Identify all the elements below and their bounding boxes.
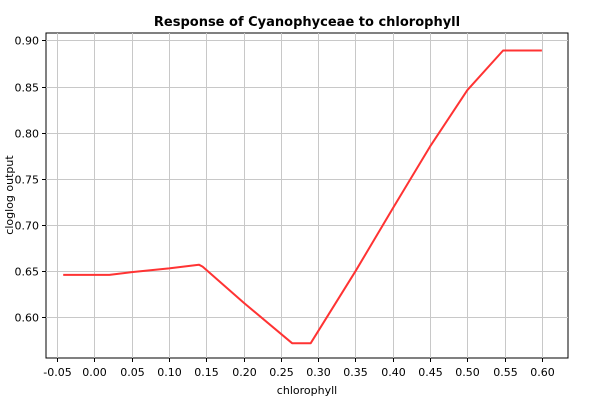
grid-layer [46,33,568,358]
y-tick-label: 0.65 [15,266,40,279]
x-tick-label: 0.20 [232,366,257,379]
x-tick-label: -0.05 [43,366,71,379]
x-tick-label: 0.00 [82,366,107,379]
y-tick-label: 0.90 [15,35,40,48]
y-axis: 0.60 0.65 0.70 0.75 0.80 0.85 0.90 [15,35,46,325]
y-axis-label: cloglog output [3,155,16,235]
y-tick-label: 0.80 [15,128,40,141]
x-tick-label: 0.15 [194,366,219,379]
y-tick-label: 0.85 [15,82,40,95]
x-tick-label: 0.45 [418,366,443,379]
x-tick-label: 0.40 [381,366,406,379]
y-tick-label: 0.70 [15,220,40,233]
x-tick-label: 0.10 [157,366,182,379]
series-line [63,49,542,345]
x-tick-label: 0.35 [343,366,368,379]
y-tick-label: 0.75 [15,174,40,187]
x-tick-label: 0.55 [493,366,518,379]
x-tick-label: 0.25 [269,366,294,379]
series-layer [63,49,542,345]
x-tick-label: 0.50 [455,366,480,379]
x-tick-label: 0.30 [306,366,331,379]
x-axis-label: chlorophyll [277,384,337,397]
x-axis: -0.05 0.00 0.05 0.10 0.15 0.20 0.25 0.30 0.35 0.4… [43,358,555,379]
x-tick-label: 0.05 [120,366,145,379]
chart-title: Response of Cyanophyceae to chlorophyll [154,15,460,30]
plot-frame [45,32,569,359]
x-tick-label: 0.60 [530,366,555,379]
y-tick-label: 0.60 [15,312,40,325]
